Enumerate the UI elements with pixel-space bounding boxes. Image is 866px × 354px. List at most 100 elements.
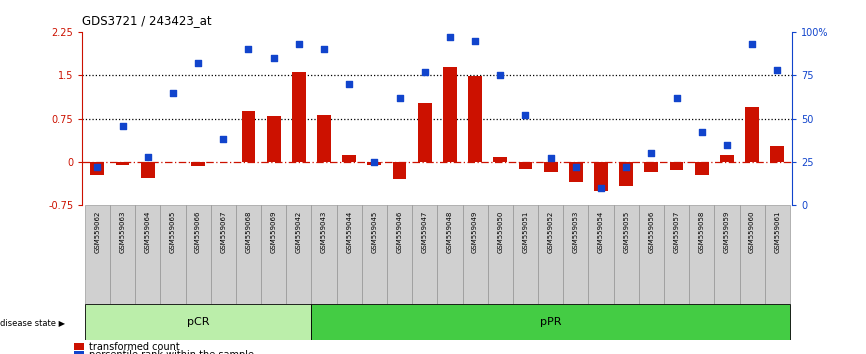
- Text: GSM559062: GSM559062: [94, 210, 100, 253]
- Bar: [639, 205, 664, 304]
- Point: [644, 150, 658, 156]
- Bar: [116, 162, 130, 165]
- Bar: [614, 205, 639, 304]
- Bar: [720, 155, 734, 162]
- Bar: [469, 76, 482, 162]
- Bar: [437, 205, 462, 304]
- Bar: [494, 157, 507, 162]
- Bar: [135, 205, 160, 304]
- Point: [367, 159, 381, 165]
- Text: GSM559060: GSM559060: [749, 210, 755, 253]
- Bar: [664, 205, 689, 304]
- Bar: [714, 205, 740, 304]
- Point: [695, 130, 708, 135]
- Bar: [287, 205, 312, 304]
- Point: [569, 164, 583, 170]
- Bar: [267, 116, 281, 162]
- Bar: [745, 107, 759, 162]
- Bar: [644, 162, 658, 172]
- Bar: [771, 146, 785, 162]
- Point: [771, 67, 785, 73]
- Text: pCR: pCR: [187, 317, 210, 327]
- Bar: [619, 162, 633, 186]
- Text: GSM559046: GSM559046: [397, 210, 403, 253]
- Text: GSM559044: GSM559044: [346, 210, 352, 252]
- Point: [216, 137, 230, 142]
- Text: GSM559067: GSM559067: [220, 210, 226, 253]
- Bar: [342, 155, 356, 162]
- Point: [141, 154, 155, 160]
- Bar: [312, 205, 337, 304]
- Text: percentile rank within the sample: percentile rank within the sample: [88, 350, 254, 354]
- Bar: [392, 162, 406, 179]
- Bar: [488, 205, 513, 304]
- Text: GSM559045: GSM559045: [372, 210, 378, 252]
- Text: GSM559052: GSM559052: [547, 210, 553, 252]
- Text: GDS3721 / 243423_at: GDS3721 / 243423_at: [82, 14, 212, 27]
- Bar: [185, 205, 210, 304]
- Bar: [337, 205, 362, 304]
- Bar: [387, 205, 412, 304]
- Bar: [669, 162, 683, 170]
- Point: [242, 46, 255, 52]
- Text: pPR: pPR: [540, 317, 561, 327]
- Bar: [90, 162, 104, 175]
- Text: GSM559050: GSM559050: [497, 210, 503, 253]
- Point: [166, 90, 180, 96]
- Text: GSM559054: GSM559054: [598, 210, 604, 252]
- Text: GSM559043: GSM559043: [321, 210, 327, 253]
- Bar: [141, 162, 155, 178]
- Text: GSM559055: GSM559055: [624, 210, 630, 252]
- Point: [267, 55, 281, 61]
- Point: [494, 73, 507, 78]
- Text: GSM559068: GSM559068: [245, 210, 251, 253]
- Bar: [110, 205, 135, 304]
- Point: [392, 95, 406, 101]
- Bar: [569, 162, 583, 182]
- Point: [417, 69, 431, 75]
- Bar: [417, 103, 431, 162]
- Point: [544, 156, 558, 161]
- Bar: [317, 115, 331, 162]
- Bar: [740, 205, 765, 304]
- Point: [191, 60, 205, 66]
- Point: [519, 112, 533, 118]
- Bar: [412, 205, 437, 304]
- Text: GSM559065: GSM559065: [170, 210, 176, 253]
- Text: GSM559047: GSM559047: [422, 210, 428, 253]
- Text: GSM559058: GSM559058: [699, 210, 705, 253]
- Bar: [362, 205, 387, 304]
- Bar: [191, 162, 205, 166]
- Bar: [594, 162, 608, 191]
- Point: [669, 95, 683, 101]
- Point: [90, 164, 104, 170]
- Text: GSM559053: GSM559053: [572, 210, 578, 253]
- Text: GSM559057: GSM559057: [674, 210, 680, 253]
- Text: GSM559049: GSM559049: [472, 210, 478, 253]
- Point: [116, 123, 130, 129]
- Bar: [74, 343, 85, 350]
- Bar: [74, 351, 85, 354]
- Text: GSM559069: GSM559069: [271, 210, 276, 253]
- Point: [317, 46, 331, 52]
- Point: [619, 164, 633, 170]
- Point: [469, 38, 482, 44]
- Text: GSM559042: GSM559042: [296, 210, 302, 252]
- Text: GSM559051: GSM559051: [522, 210, 528, 253]
- Text: GSM559059: GSM559059: [724, 210, 730, 253]
- Text: transformed count: transformed count: [88, 342, 179, 352]
- Bar: [563, 205, 588, 304]
- Text: GSM559066: GSM559066: [195, 210, 201, 253]
- Point: [342, 81, 356, 87]
- Text: GSM559048: GSM559048: [447, 210, 453, 253]
- Text: GSM559056: GSM559056: [649, 210, 655, 253]
- Point: [720, 142, 734, 147]
- Bar: [261, 205, 287, 304]
- Bar: [160, 205, 185, 304]
- Bar: [85, 304, 312, 340]
- Point: [443, 34, 457, 40]
- Point: [292, 41, 306, 47]
- Bar: [85, 205, 110, 304]
- Point: [745, 41, 759, 47]
- Bar: [443, 67, 457, 162]
